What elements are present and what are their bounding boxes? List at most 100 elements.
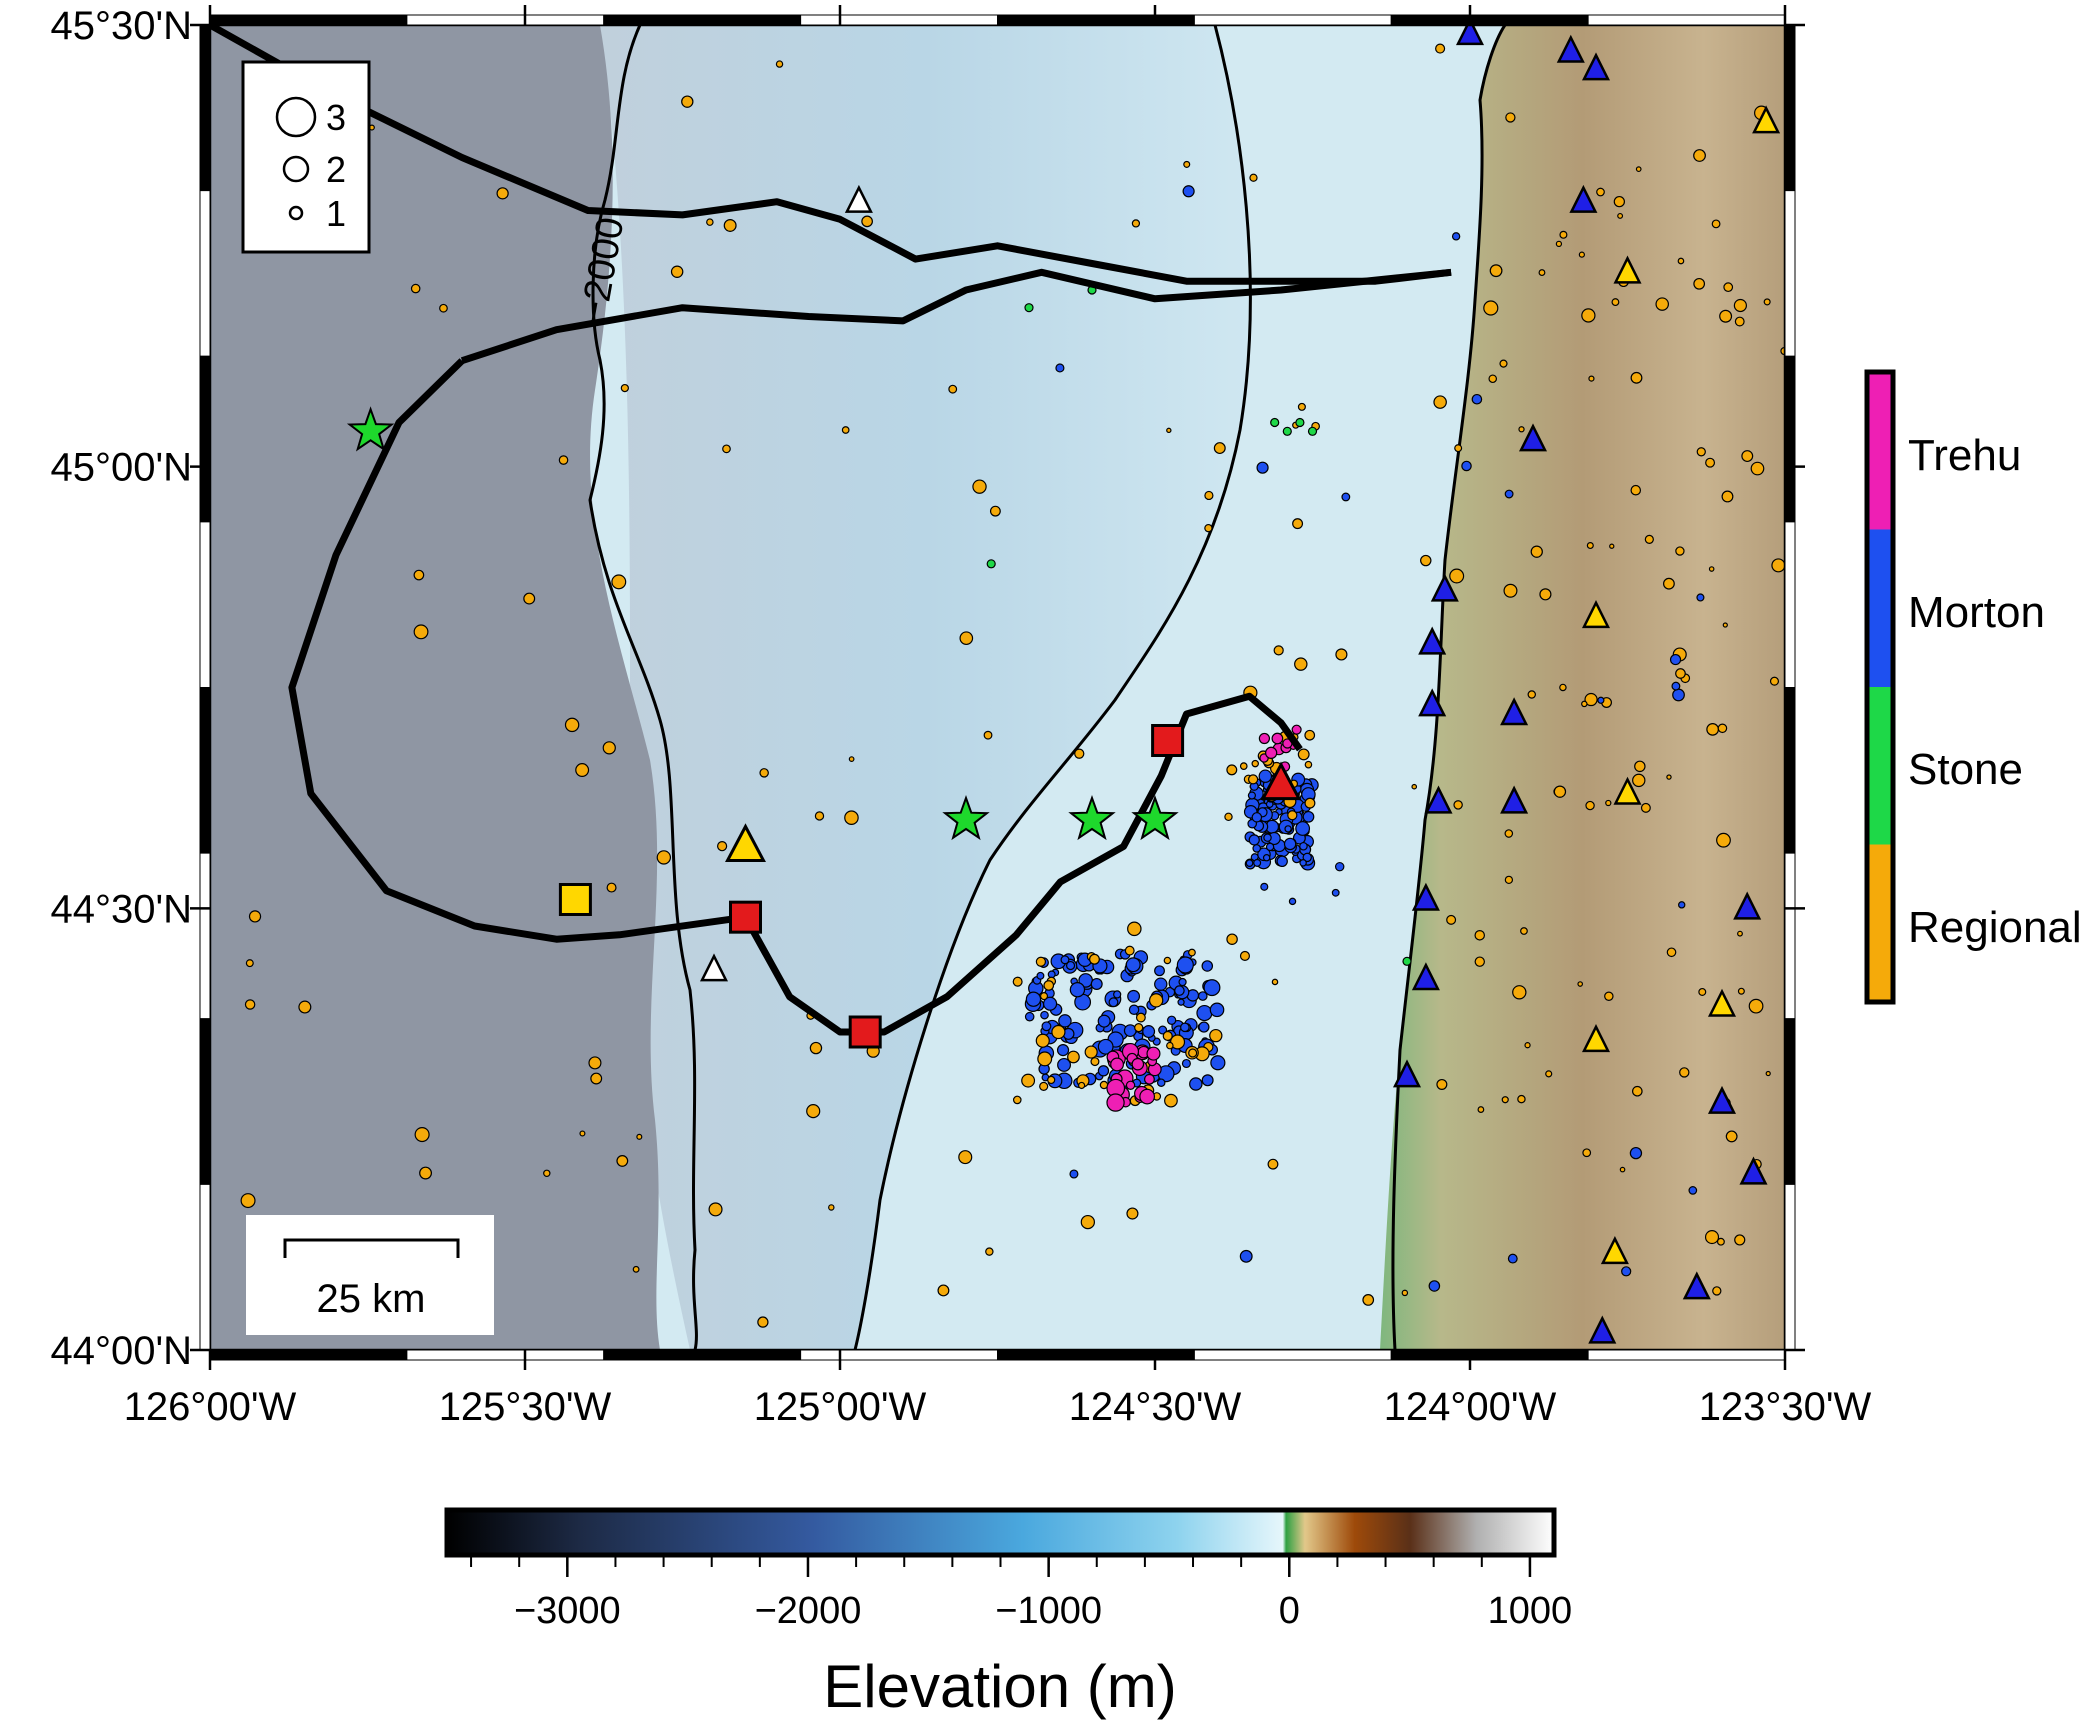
earthquake (989, 505, 1001, 517)
mag3-label: 3 (326, 97, 346, 138)
earthquake (1065, 960, 1076, 971)
track-markers (558, 724, 1302, 1049)
earthquake (1302, 852, 1312, 863)
earthquake (806, 1104, 821, 1119)
earthquake (1113, 990, 1122, 999)
earthquake (757, 1316, 769, 1328)
earthquake (1201, 960, 1214, 972)
earthquake (1162, 1030, 1173, 1042)
earthquake (1578, 251, 1585, 258)
earthquake (1069, 982, 1086, 998)
frame-segment (997, 14, 1195, 26)
earthquake (1249, 173, 1258, 182)
earthquake (716, 841, 728, 852)
earthquake (1512, 985, 1527, 1000)
earthquake (1226, 933, 1238, 945)
earthquake (1586, 541, 1594, 550)
frame-segment (209, 14, 408, 26)
earthquake (1299, 859, 1307, 867)
earthquake (1712, 1286, 1722, 1296)
earthquake (575, 763, 590, 777)
earthquake (413, 624, 429, 640)
lon-tick-label: 124°30'W (1069, 1385, 1242, 1429)
earthquake (1080, 1214, 1095, 1230)
lon-tick-label: 124°00'W (1384, 1385, 1557, 1429)
earthquake (1588, 375, 1595, 382)
earthquake (1504, 489, 1514, 499)
earthquake (1708, 566, 1715, 572)
earthquake (1291, 724, 1302, 735)
earthquake (1609, 543, 1615, 549)
earthquake (1264, 746, 1278, 759)
earthquake (1271, 732, 1284, 745)
earthquake (1127, 921, 1142, 937)
earthquake (1024, 1011, 1035, 1022)
earthquake (1629, 1146, 1643, 1160)
frame-segment (800, 1349, 998, 1361)
earthquake (1717, 723, 1728, 734)
seismic-station (1613, 255, 1642, 284)
earthquake (1362, 1294, 1375, 1306)
seismic-station (1739, 1156, 1768, 1185)
earthquake (1597, 696, 1605, 704)
earthquake (1125, 957, 1141, 973)
frame-segment (603, 1349, 802, 1361)
earthquake (1263, 833, 1272, 842)
earthquake (1504, 875, 1514, 885)
earthquake (1737, 987, 1745, 995)
earthquake (1025, 991, 1042, 1007)
earthquake (245, 959, 254, 968)
earthquake (708, 1202, 723, 1217)
mag3-circle (275, 96, 317, 138)
frame-segment (199, 687, 211, 854)
earthquake (1577, 981, 1584, 987)
frame-segment (1784, 1018, 1796, 1185)
earthquake (1671, 681, 1681, 691)
earthquake (611, 574, 627, 590)
frame-segment (199, 852, 211, 1020)
earthquake (1693, 277, 1706, 290)
seismic-station (1411, 882, 1440, 911)
frame-segment (1784, 355, 1796, 523)
earthquake (1585, 800, 1595, 811)
earthquake (1144, 1073, 1155, 1085)
earthquake (775, 60, 784, 68)
earthquake (564, 717, 580, 733)
earthquake (1253, 858, 1262, 867)
earthquake (1210, 1055, 1226, 1071)
earthquake (1517, 1094, 1526, 1104)
lon-tick-label: 126°00'W (124, 1385, 297, 1429)
earthquake (1640, 802, 1651, 813)
earthquake (1401, 1289, 1409, 1297)
catalog-regional: Regional (1908, 903, 2082, 952)
earthquake (414, 1126, 430, 1143)
earthquake (1201, 1074, 1214, 1087)
earthquake (1488, 374, 1498, 384)
earthquake (620, 383, 629, 393)
star-markers (346, 406, 1179, 841)
frame-segment (199, 190, 211, 357)
earthquake (1204, 523, 1213, 533)
earthquake (1204, 490, 1214, 501)
earthquake (1166, 1041, 1174, 1050)
earthquake (809, 1041, 823, 1055)
earthquake (1288, 897, 1297, 906)
scale-bar-label: 25 km (317, 1277, 426, 1321)
earthquake (1669, 653, 1682, 666)
earthquake (1124, 945, 1135, 956)
earthquake (1040, 1010, 1049, 1020)
colorbar-tick-label: 0 (1279, 1590, 1300, 1632)
earthquake (1501, 1096, 1509, 1104)
frame-segment (1784, 190, 1796, 357)
lon-tick-label: 125°30'W (439, 1385, 612, 1429)
earthquake (1734, 316, 1745, 327)
earthquake (1634, 760, 1646, 773)
seismic-station (1500, 785, 1529, 814)
earthquake (1411, 783, 1418, 790)
frame-segment (406, 14, 605, 26)
earthquake (1164, 1093, 1178, 1108)
lat-tick-label: 44°30'N (50, 887, 192, 931)
earthquake (413, 569, 425, 581)
earthquake (1748, 998, 1764, 1014)
